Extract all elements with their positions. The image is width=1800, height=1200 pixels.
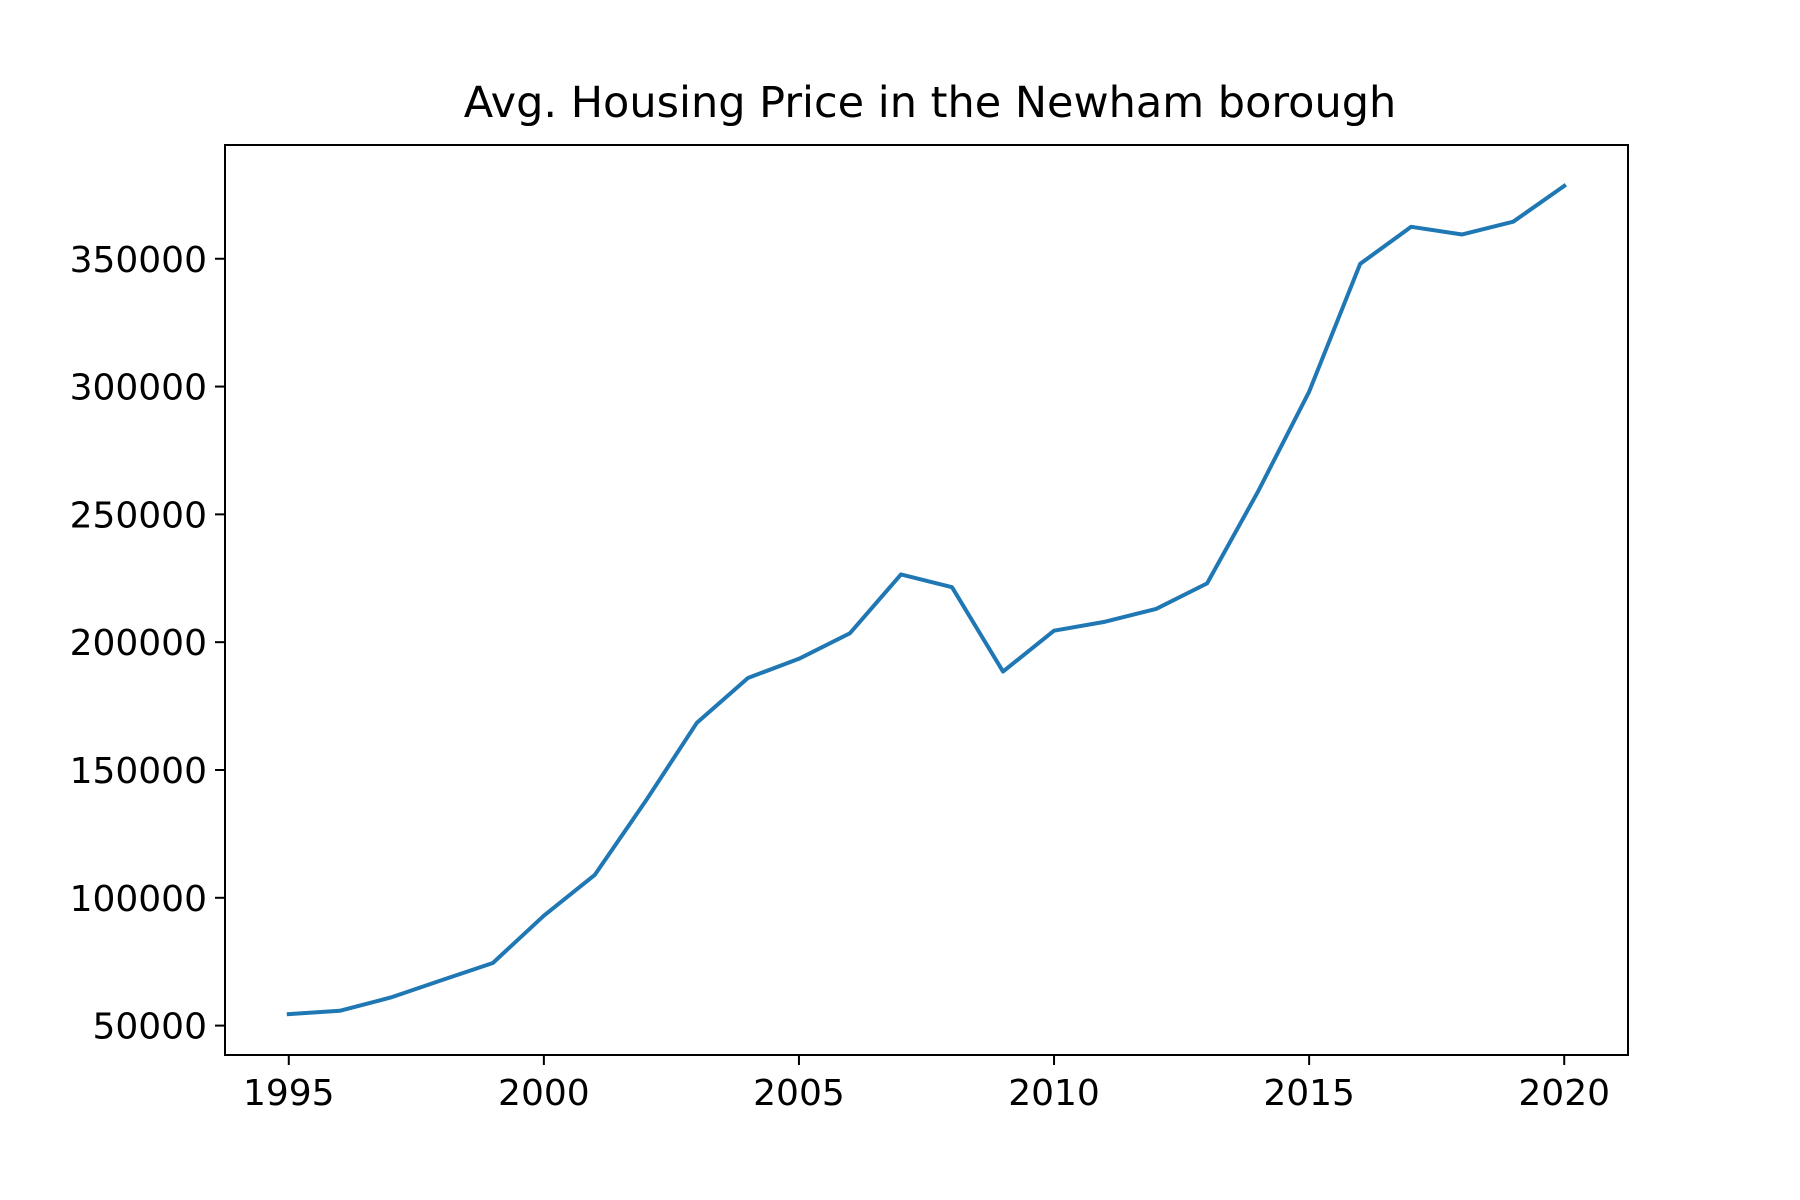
data-point-1998: [439, 977, 445, 983]
plot-area: 1995 2000 2005 2010 2015 2020 50000 100000 15000…: [70, 144, 1629, 1114]
data-point-1997: [388, 994, 394, 1000]
x-tick-label-2015: 2015: [1263, 1073, 1355, 1114]
data-point-1999: [490, 960, 496, 966]
x-tick-label-2005: 2005: [753, 1073, 845, 1114]
data-point-2001: [592, 872, 598, 878]
y-tick-label-50000: 50000: [92, 1007, 207, 1048]
x-tick-label-2000: 2000: [498, 1073, 590, 1114]
data-point-2018: [1459, 231, 1465, 237]
data-point-2002: [643, 798, 649, 804]
axes-frame: [224, 144, 1629, 1056]
data-point-2009: [1000, 669, 1006, 675]
data-point-2015: [1306, 389, 1312, 395]
data-point-2012: [1153, 606, 1159, 612]
x-tick-label-2020: 2020: [1518, 1073, 1610, 1114]
data-point-2005: [796, 656, 802, 662]
data-point-2019: [1510, 219, 1516, 225]
y-tick-label-200000: 200000: [70, 623, 207, 664]
y-tick-label-300000: 300000: [70, 368, 207, 409]
series-line-0: [286, 183, 1568, 1017]
data-point-2013: [1204, 580, 1210, 586]
y-tick-label-350000: 350000: [70, 240, 207, 281]
data-point-2000: [541, 913, 547, 919]
data-point-1996: [337, 1008, 343, 1014]
data-point-2003: [694, 720, 700, 726]
y-tick-label-150000: 150000: [70, 751, 207, 792]
data-point-2004: [745, 675, 751, 681]
chart-title: Avg. Housing Price in the Newham borough: [464, 78, 1397, 128]
y-tick-label-100000: 100000: [70, 879, 207, 920]
data-point-2010: [1051, 628, 1057, 634]
y-tick-label-250000: 250000: [70, 495, 207, 536]
data-point-2016: [1357, 261, 1363, 267]
data-point-1995: [286, 1011, 292, 1017]
data-point-2017: [1408, 224, 1414, 230]
data-point-2014: [1255, 488, 1261, 494]
x-tick-label-2010: 2010: [1008, 1073, 1100, 1114]
data-point-2011: [1102, 619, 1108, 625]
data-point-2008: [949, 584, 955, 590]
data-point-2006: [847, 630, 853, 636]
data-point-2020: [1561, 183, 1567, 189]
x-tick-label-1995: 1995: [243, 1073, 335, 1114]
data-point-2007: [898, 571, 904, 577]
